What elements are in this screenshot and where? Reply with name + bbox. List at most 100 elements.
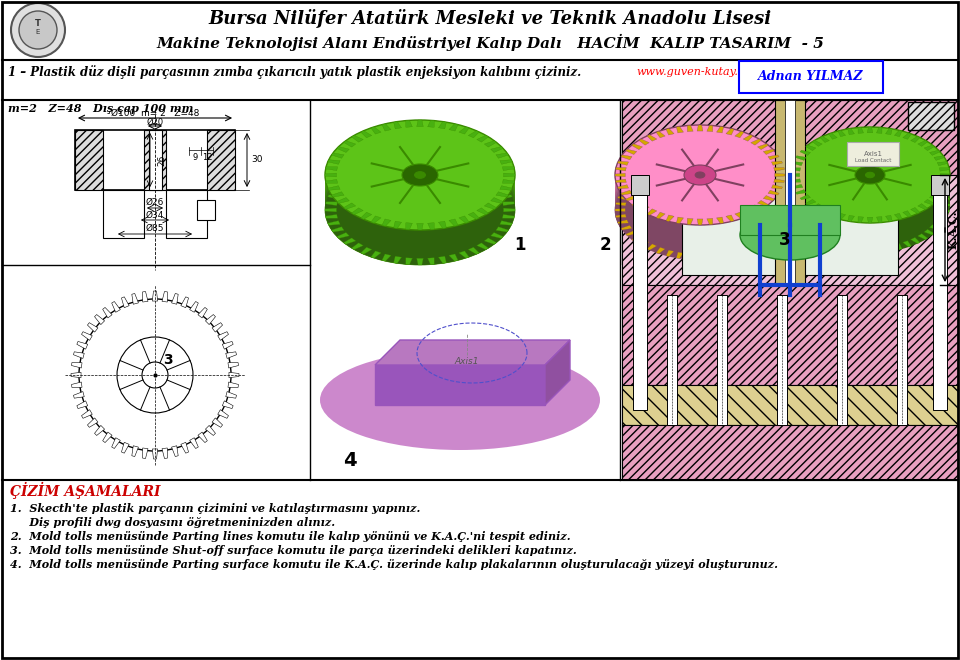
Polygon shape xyxy=(459,251,469,258)
Polygon shape xyxy=(697,160,703,166)
Text: E: E xyxy=(36,29,40,35)
Polygon shape xyxy=(417,155,423,162)
Polygon shape xyxy=(439,121,446,129)
Text: Bursa Nilüfer Atatürk Mesleki ve Teknik Anadolu Lisesi: Bursa Nilüfer Atatürk Mesleki ve Teknik … xyxy=(208,9,772,28)
Bar xyxy=(622,425,958,480)
Polygon shape xyxy=(647,209,657,215)
Polygon shape xyxy=(491,147,503,152)
Polygon shape xyxy=(468,213,479,219)
Polygon shape xyxy=(656,213,665,218)
Polygon shape xyxy=(172,446,179,457)
Text: Axis1: Axis1 xyxy=(863,151,882,157)
Polygon shape xyxy=(895,160,902,166)
Ellipse shape xyxy=(615,160,785,260)
Text: 1: 1 xyxy=(515,236,526,254)
Polygon shape xyxy=(394,256,401,263)
Text: 30: 30 xyxy=(251,156,262,164)
Polygon shape xyxy=(331,153,344,158)
Polygon shape xyxy=(71,372,81,378)
Ellipse shape xyxy=(615,145,785,245)
Circle shape xyxy=(11,3,65,57)
Polygon shape xyxy=(502,214,515,218)
Polygon shape xyxy=(477,135,489,142)
Polygon shape xyxy=(382,254,391,261)
Polygon shape xyxy=(858,247,864,253)
Polygon shape xyxy=(427,120,434,127)
Polygon shape xyxy=(726,215,734,222)
Ellipse shape xyxy=(615,140,785,240)
Polygon shape xyxy=(459,127,469,134)
Polygon shape xyxy=(337,147,349,152)
FancyBboxPatch shape xyxy=(739,61,883,93)
Text: Load Contact: Load Contact xyxy=(854,158,891,162)
Polygon shape xyxy=(94,315,105,325)
Polygon shape xyxy=(504,208,515,212)
Polygon shape xyxy=(911,137,920,143)
Polygon shape xyxy=(459,162,469,169)
Polygon shape xyxy=(337,232,349,238)
Polygon shape xyxy=(924,199,934,205)
Polygon shape xyxy=(153,291,157,301)
Text: ÇİZİM AŞAMALARI: ÇİZİM AŞAMALARI xyxy=(10,481,160,498)
Ellipse shape xyxy=(790,127,950,223)
Polygon shape xyxy=(763,149,775,154)
Polygon shape xyxy=(792,162,803,166)
Polygon shape xyxy=(491,197,503,203)
Polygon shape xyxy=(449,254,458,261)
Polygon shape xyxy=(751,240,761,246)
Polygon shape xyxy=(375,365,545,405)
Ellipse shape xyxy=(740,210,840,260)
Ellipse shape xyxy=(325,120,515,230)
Polygon shape xyxy=(325,208,336,212)
Polygon shape xyxy=(774,179,784,183)
Text: 3: 3 xyxy=(780,231,791,249)
Polygon shape xyxy=(617,220,629,224)
Polygon shape xyxy=(774,214,784,218)
Polygon shape xyxy=(838,130,846,137)
Polygon shape xyxy=(940,179,949,182)
Polygon shape xyxy=(895,130,902,137)
Polygon shape xyxy=(406,120,413,127)
Polygon shape xyxy=(924,145,934,150)
Bar xyxy=(682,185,898,275)
Polygon shape xyxy=(918,234,927,240)
Polygon shape xyxy=(331,227,344,232)
Ellipse shape xyxy=(320,350,600,450)
Polygon shape xyxy=(677,252,684,259)
Polygon shape xyxy=(632,144,642,150)
Polygon shape xyxy=(361,248,372,254)
Polygon shape xyxy=(828,241,837,247)
Polygon shape xyxy=(427,257,434,265)
Polygon shape xyxy=(734,166,744,173)
Polygon shape xyxy=(361,166,372,173)
Polygon shape xyxy=(111,302,120,312)
Polygon shape xyxy=(344,176,356,182)
Polygon shape xyxy=(72,382,82,387)
Bar xyxy=(144,130,166,190)
Polygon shape xyxy=(449,124,458,131)
Polygon shape xyxy=(918,170,927,176)
Polygon shape xyxy=(885,215,892,222)
Text: K.A.Ç.: K.A.Ç. xyxy=(948,211,958,249)
Polygon shape xyxy=(500,220,513,225)
Bar xyxy=(620,100,780,265)
Bar xyxy=(933,175,947,410)
Bar xyxy=(740,205,840,235)
Polygon shape xyxy=(687,253,693,259)
Polygon shape xyxy=(768,225,780,230)
Polygon shape xyxy=(743,135,753,141)
Polygon shape xyxy=(929,195,940,200)
Polygon shape xyxy=(800,195,810,200)
Polygon shape xyxy=(615,203,626,206)
Circle shape xyxy=(117,337,193,413)
Polygon shape xyxy=(929,150,940,155)
Text: 1.  Skecth'te plastik parçanın çizimini ve katılaştırmasını yapınız.: 1. Skecth'te plastik parçanın çizimini v… xyxy=(10,502,420,513)
Polygon shape xyxy=(344,238,356,244)
Polygon shape xyxy=(934,220,945,224)
Polygon shape xyxy=(406,257,413,265)
Ellipse shape xyxy=(325,130,515,240)
Polygon shape xyxy=(734,248,744,254)
Text: Makine Teknolojisi Alanı Endüstriyel Kalıp Dalı   HACİM  KALIP TASARIM  - 5: Makine Teknolojisi Alanı Endüstriyel Kal… xyxy=(156,34,824,51)
Polygon shape xyxy=(417,223,423,230)
Polygon shape xyxy=(858,216,864,222)
